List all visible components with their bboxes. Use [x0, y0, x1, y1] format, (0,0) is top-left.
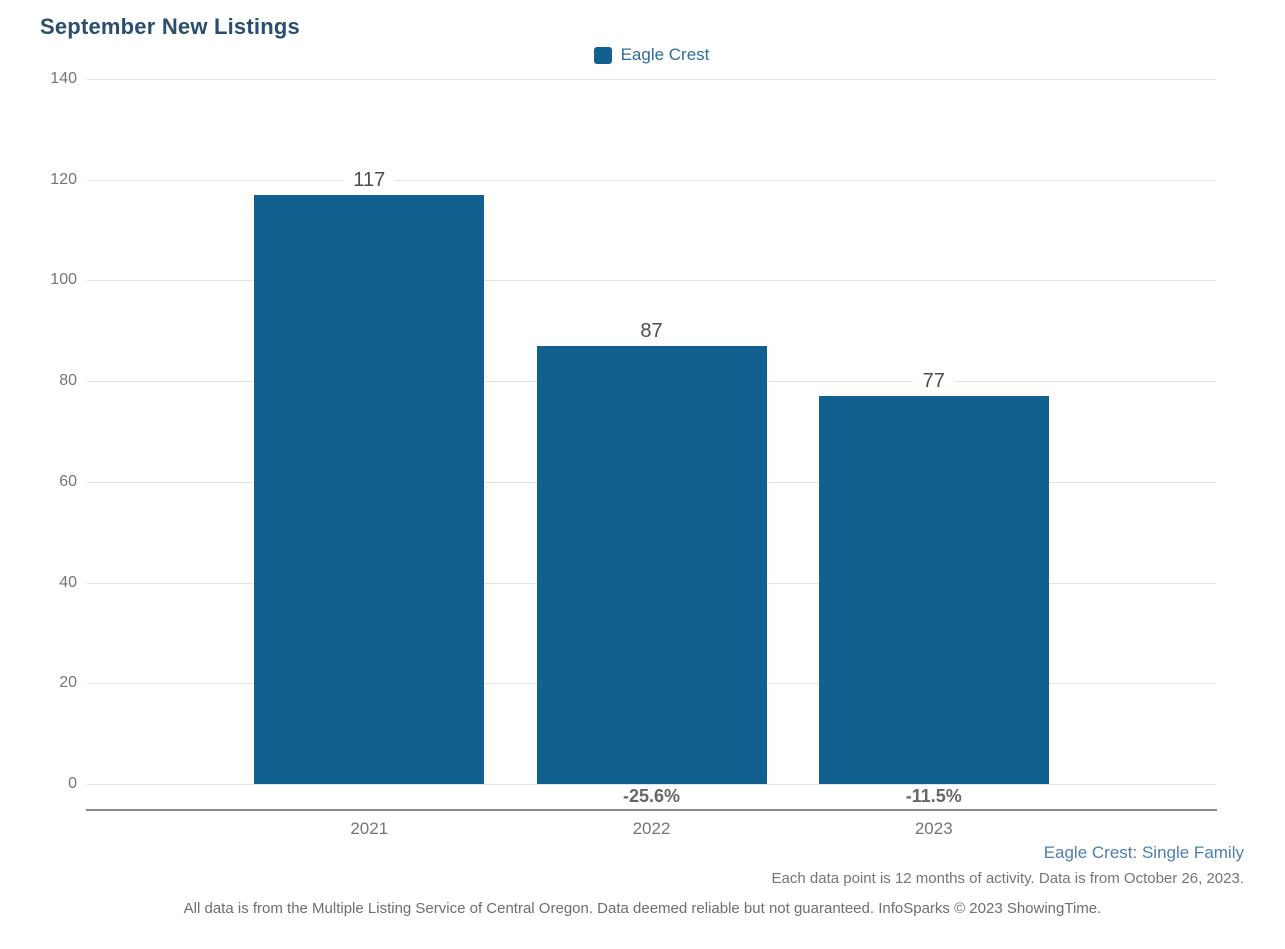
bar-2022[interactable]: [536, 345, 767, 784]
bar-2023[interactable]: [818, 396, 1049, 784]
y-tick-label-120: 120: [50, 170, 77, 188]
disclaimer: All data is from the Multiple Listing Se…: [183, 900, 1102, 917]
y-tick-label-80: 80: [59, 372, 77, 390]
chart-title: September New Listings: [40, 14, 300, 39]
y-tick-label-0: 0: [68, 775, 77, 792]
bar-value-label-2022: 87: [630, 319, 673, 343]
x-axis-line: [86, 809, 1217, 811]
plot-area: 117 87 77: [87, 79, 1216, 785]
x-tick-label-2023: 2023: [914, 819, 953, 838]
legend-item-eagle-crest[interactable]: Eagle Crest: [593, 45, 710, 65]
gridline-120: [87, 179, 1216, 181]
y-tick-label-60: 60: [59, 472, 77, 490]
pct-change-label-2022: -25.6%: [622, 786, 681, 806]
x-tick-label-2021: 2021: [350, 819, 389, 838]
chart-legend: Eagle Crest: [87, 45, 1216, 65]
segment-label: Eagle Crest: Single Family: [1043, 843, 1244, 862]
gridline-100: [87, 280, 1216, 282]
x-tick-label-2022: 2022: [632, 819, 671, 838]
gridline-0: [87, 784, 1216, 785]
bar-value-label-2023: 77: [912, 370, 955, 394]
y-tick-label-40: 40: [59, 573, 77, 591]
pct-change-label-2023: -11.5%: [905, 786, 962, 806]
y-tick-label-100: 100: [50, 271, 77, 289]
gridline-140: [87, 79, 1216, 80]
data-note: Each data point is 12 months of activity…: [771, 870, 1244, 887]
bar-value-label-2021: 117: [343, 168, 396, 192]
y-tick-label-20: 20: [59, 674, 77, 692]
y-tick-label-140: 140: [50, 70, 77, 87]
bar-2021[interactable]: [254, 194, 485, 784]
legend-swatch-icon: [593, 46, 612, 64]
legend-label: Eagle Crest: [620, 45, 710, 64]
